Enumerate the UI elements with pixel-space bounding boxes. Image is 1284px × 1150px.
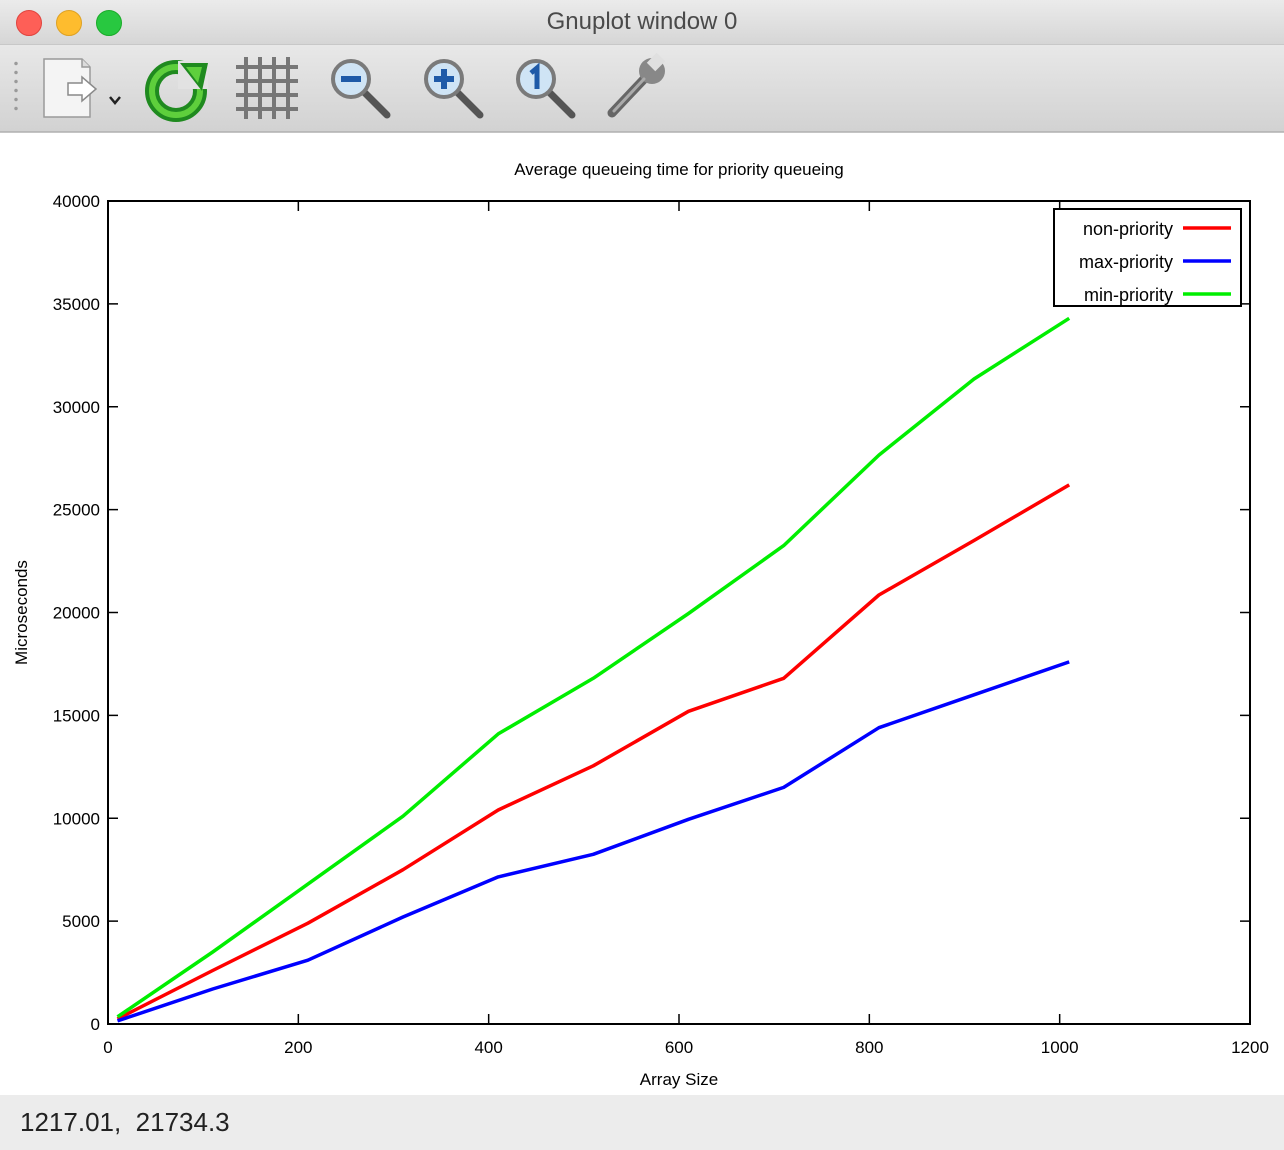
series-line-min-priority xyxy=(116,316,1071,1019)
zoom-reset-button[interactable] xyxy=(510,53,580,123)
plot-canvas[interactable]: Average queueing time for priority queue… xyxy=(0,132,1284,1096)
y-tick-label: 0 xyxy=(91,1015,100,1034)
y-tick-label: 25000 xyxy=(53,501,100,520)
y-tick-label: 5000 xyxy=(62,912,100,931)
y-tick-label: 10000 xyxy=(53,809,100,828)
toolbar xyxy=(0,45,1284,132)
zoom-in-button[interactable] xyxy=(418,53,488,123)
replot-button[interactable] xyxy=(142,53,212,123)
series-line-max-priority xyxy=(116,660,1070,1023)
grid-button[interactable] xyxy=(232,53,302,123)
zoom-one-icon xyxy=(516,59,576,119)
y-tick-label: 40000 xyxy=(53,192,100,211)
x-tick-label: 1200 xyxy=(1231,1038,1269,1057)
x-tick-label: 1000 xyxy=(1041,1038,1079,1057)
x-tick-label: 400 xyxy=(474,1038,502,1057)
minimize-window-button[interactable] xyxy=(56,10,82,36)
line-chart: Average queueing time for priority queue… xyxy=(12,160,1269,1089)
close-window-button[interactable] xyxy=(16,10,42,36)
cursor-coordinates: 1217.01, 21734.3 xyxy=(20,1107,230,1137)
export-button[interactable] xyxy=(38,53,121,123)
x-tick-label: 200 xyxy=(284,1038,312,1057)
y-tick-label: 35000 xyxy=(53,295,100,314)
x-tick-label: 800 xyxy=(855,1038,883,1057)
maximize-window-button[interactable] xyxy=(96,10,122,36)
x-tick-label: 0 xyxy=(103,1038,112,1057)
zoom-out-button[interactable] xyxy=(325,53,395,123)
title-bar: Gnuplot window 0 xyxy=(0,0,1284,45)
legend-label: min-priority xyxy=(1084,285,1173,305)
wrench-icon xyxy=(607,52,666,118)
x-tick-label: 600 xyxy=(665,1038,693,1057)
series-line-non-priority xyxy=(116,483,1071,1021)
chart-title: Average queueing time for priority queue… xyxy=(514,160,844,179)
settings-button[interactable] xyxy=(600,52,670,123)
legend-label: non-priority xyxy=(1083,219,1173,239)
y-tick-label: 15000 xyxy=(53,706,100,725)
window-title: Gnuplot window 0 xyxy=(546,8,738,35)
legend-box xyxy=(1053,208,1242,307)
zoom-in-icon xyxy=(424,59,484,119)
y-tick-label: 20000 xyxy=(53,604,100,623)
toolbar-grip-handle[interactable] xyxy=(14,59,18,115)
grid-icon xyxy=(236,57,298,119)
legend-label: max-priority xyxy=(1079,252,1173,272)
status-bar: 1217.01, 21734.3 xyxy=(0,1095,1284,1150)
plot-border xyxy=(107,200,1251,1025)
export-document-icon xyxy=(43,58,121,118)
x-axis-label: Array Size xyxy=(640,1070,718,1089)
y-tick-label: 30000 xyxy=(53,398,100,417)
refresh-icon xyxy=(145,60,208,122)
y-axis-label: Microseconds xyxy=(12,560,31,665)
zoom-out-icon xyxy=(331,59,391,119)
